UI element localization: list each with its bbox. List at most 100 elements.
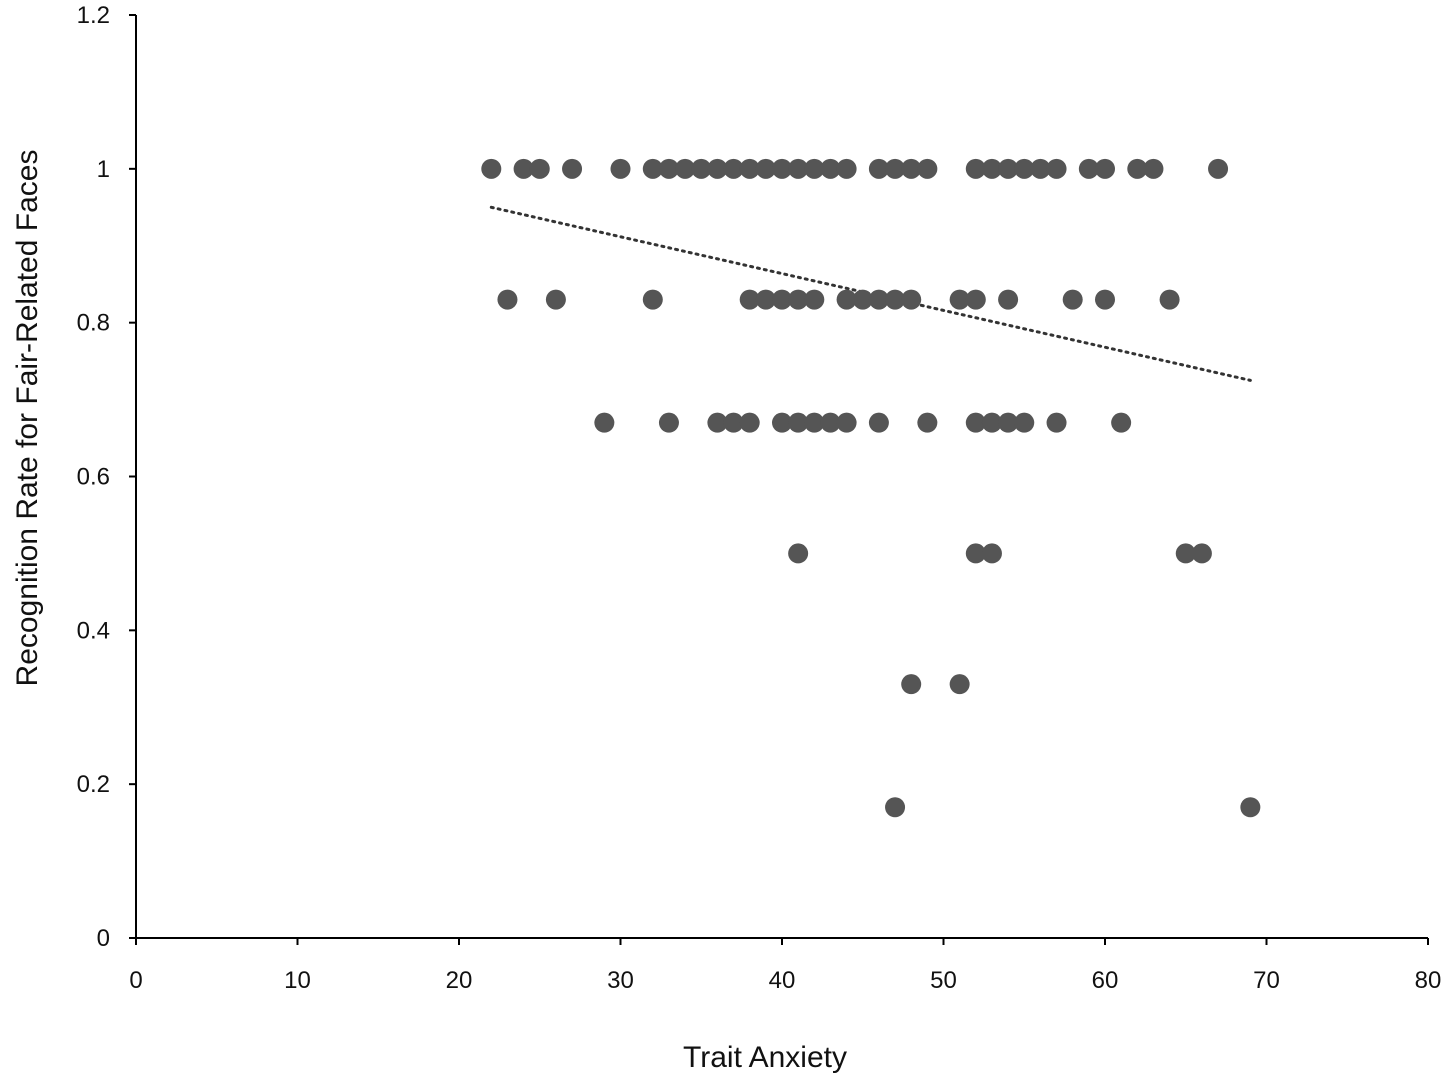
- data-point: [1127, 158, 1148, 179]
- y-tick-label: 0.4: [77, 617, 110, 644]
- data-point: [772, 289, 792, 310]
- data-point: [949, 289, 970, 310]
- y-tick-label: 0.8: [77, 310, 110, 337]
- data-point: [836, 158, 857, 179]
- data-point: [998, 289, 1019, 310]
- data-point: [868, 289, 889, 310]
- data-point: [1095, 158, 1115, 179]
- y-tick-label: 1.2: [77, 2, 110, 29]
- data-point: [642, 158, 663, 179]
- data-point: [965, 289, 986, 310]
- data-point: [885, 797, 906, 818]
- x-tick-label: 40: [769, 967, 796, 994]
- data-point: [1062, 289, 1083, 310]
- data-point: [513, 158, 534, 179]
- data-point: [642, 289, 663, 310]
- data-point: [691, 158, 712, 179]
- data-point: [820, 158, 841, 179]
- data-point: [949, 674, 970, 695]
- data-point: [1143, 158, 1164, 179]
- data-point: [1240, 797, 1261, 818]
- data-point: [658, 158, 679, 179]
- data-point: [1191, 543, 1212, 564]
- data-point: [675, 158, 696, 179]
- data-point: [1111, 412, 1132, 433]
- data-point: [755, 289, 776, 310]
- data-point: [723, 158, 744, 179]
- data-point: [497, 289, 518, 310]
- data-point: [1046, 158, 1067, 179]
- data-point: [1208, 158, 1229, 179]
- x-tick-label: 30: [607, 967, 634, 994]
- data-point: [804, 412, 825, 433]
- data-point: [1078, 158, 1099, 179]
- data-point: [1014, 412, 1035, 433]
- data-point: [772, 158, 792, 179]
- data-point: [998, 158, 1019, 179]
- data-point: [998, 412, 1019, 433]
- y-tick-label: 0: [97, 925, 110, 952]
- data-point: [772, 412, 792, 433]
- data-point: [610, 158, 631, 179]
- data-point: [901, 674, 922, 695]
- data-point: [852, 289, 873, 310]
- axis-ticks: [129, 14, 1429, 945]
- data-point: [707, 158, 728, 179]
- data-point: [1159, 289, 1180, 310]
- data-point: [901, 289, 922, 310]
- data-point: [562, 158, 583, 179]
- data-point: [981, 412, 1002, 433]
- data-point: [723, 412, 744, 433]
- data-point: [481, 158, 502, 179]
- data-points: [481, 158, 1261, 818]
- x-tick-label: 10: [284, 967, 311, 994]
- x-tick-label: 70: [1253, 967, 1280, 994]
- data-point: [917, 158, 938, 179]
- data-point: [836, 289, 857, 310]
- x-tick-label: 20: [446, 967, 473, 994]
- data-point: [739, 289, 760, 310]
- data-point: [1095, 289, 1115, 310]
- data-point: [917, 412, 938, 433]
- data-point: [965, 412, 986, 433]
- data-point: [755, 158, 776, 179]
- data-point: [739, 158, 760, 179]
- data-point: [820, 412, 841, 433]
- x-tick-label: 50: [930, 967, 957, 994]
- y-tick-label: 1: [97, 156, 110, 183]
- data-point: [885, 158, 906, 179]
- data-point: [788, 289, 809, 310]
- data-point: [965, 158, 986, 179]
- data-point: [545, 289, 566, 310]
- data-point: [594, 412, 615, 433]
- data-point: [981, 158, 1002, 179]
- data-point: [868, 412, 889, 433]
- data-point: [529, 158, 550, 179]
- data-point: [1046, 412, 1067, 433]
- data-point: [1175, 543, 1196, 564]
- y-axis-title: Recognition Rate for Fair-Related Faces: [11, 150, 44, 687]
- data-point: [981, 543, 1002, 564]
- data-point: [885, 289, 906, 310]
- y-tick-label: 0.6: [77, 464, 110, 491]
- data-point: [965, 543, 986, 564]
- tick-labels: 0 10 20 30 40 50 60 70 80 0 0.2 0.4 0.6 0.8 1 1.2: [77, 2, 1442, 994]
- data-point: [707, 412, 728, 433]
- data-point: [901, 158, 922, 179]
- data-point: [658, 412, 679, 433]
- data-point: [1030, 158, 1051, 179]
- x-tick-label: 80: [1415, 967, 1442, 994]
- x-tick-label: 0: [129, 967, 142, 994]
- data-point: [836, 412, 857, 433]
- x-axis-title: Trait Anxiety: [683, 1041, 847, 1074]
- data-point: [1014, 158, 1035, 179]
- data-point: [739, 412, 760, 433]
- data-point: [804, 289, 825, 310]
- data-point: [868, 158, 889, 179]
- data-point: [804, 158, 825, 179]
- data-point: [788, 412, 809, 433]
- data-point: [788, 158, 809, 179]
- x-tick-label: 60: [1092, 967, 1119, 994]
- data-point: [788, 543, 809, 564]
